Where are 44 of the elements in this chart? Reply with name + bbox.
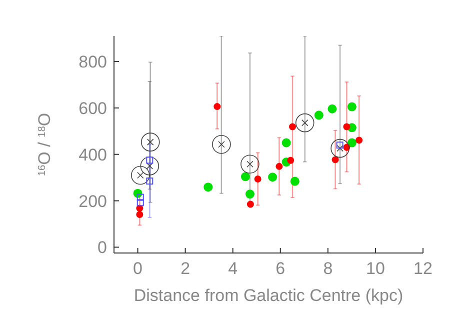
point: [356, 136, 363, 144]
x-tick-label: 2: [180, 259, 190, 278]
point: [136, 194, 144, 201]
point: [140, 156, 160, 176]
point: [245, 190, 254, 199]
point: [136, 199, 144, 206]
y-tick-label: 200: [78, 192, 107, 211]
y-tick-label: 400: [78, 145, 107, 164]
point: [268, 172, 278, 182]
y-tick-label: 0: [98, 238, 107, 258]
point: [214, 103, 221, 110]
point: [246, 200, 254, 208]
point: [140, 132, 160, 152]
x-axis-title: Distance from Galactic Centre (kpc): [134, 286, 404, 305]
point: [289, 123, 296, 130]
point: [240, 154, 260, 174]
point: [343, 123, 350, 130]
point: [136, 210, 144, 218]
point: [146, 156, 154, 164]
point: [130, 166, 150, 185]
point: [254, 175, 262, 182]
point: [314, 110, 324, 120]
point: [330, 138, 350, 158]
point: [347, 138, 356, 148]
point: [295, 113, 314, 132]
point: [347, 102, 356, 112]
point: [328, 104, 337, 114]
x-tick-label: 8: [323, 259, 333, 278]
x-tick-label: 0: [133, 259, 143, 278]
point: [290, 176, 300, 186]
y-tick-label: 600: [78, 98, 107, 118]
point: [282, 138, 291, 148]
x-tick-label: 4: [228, 259, 238, 278]
point: [146, 178, 154, 185]
x-tick-label: 12: [414, 259, 432, 278]
x-tick-label: 6: [276, 259, 286, 278]
point: [332, 156, 339, 164]
y-tick-label: 800: [78, 52, 107, 72]
point: [204, 182, 213, 192]
point: [240, 172, 250, 182]
point: [276, 162, 283, 170]
x-tick-label: 10: [366, 259, 385, 278]
point: [287, 156, 294, 164]
point: [212, 134, 231, 154]
